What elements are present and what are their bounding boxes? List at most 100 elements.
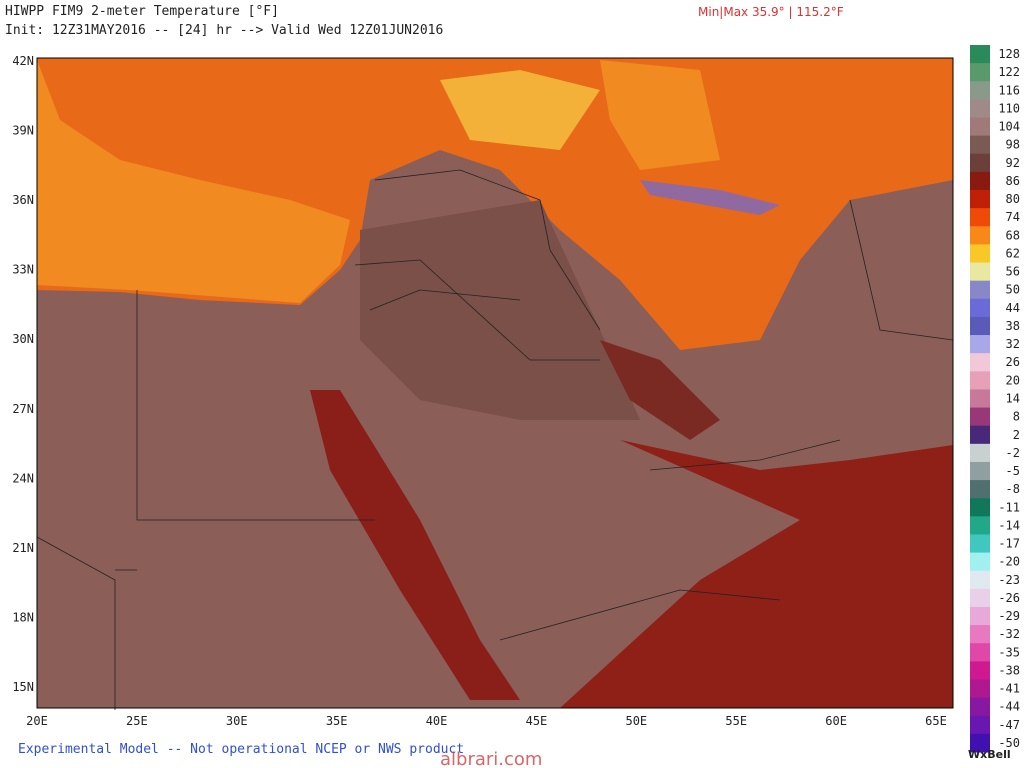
colorbar-segment [970, 81, 990, 100]
colorbar-segment [970, 570, 990, 590]
watermark: albrari.com [440, 749, 542, 768]
lon-label: 40E [426, 714, 448, 728]
desert-interior [360, 200, 640, 420]
colorbar-segment [970, 461, 990, 481]
colorbar-label: -41 [998, 682, 1020, 696]
colorbar-segment [970, 588, 990, 608]
colorbar-segment [970, 45, 990, 64]
colorbar-label: 8 [1013, 410, 1020, 424]
colorbar-label: -8 [1006, 482, 1020, 496]
colorbar-segment [970, 298, 990, 318]
colorbar-segment [970, 498, 990, 517]
colorbar: 128 122 116 110 104 98 92 86 80 74 68 62 56 50 44 38 32 2… [970, 45, 1020, 753]
colorbar-segment [970, 516, 990, 535]
colorbar-label: 2 [1013, 428, 1020, 442]
lon-label: 35E [326, 714, 348, 728]
colorbar-segment [970, 226, 990, 245]
colorbar-segment [970, 99, 990, 119]
colorbar-label: 68 [1006, 228, 1020, 242]
lon-label: 60E [825, 714, 847, 728]
colorbar-label: -14 [998, 518, 1020, 532]
mediterranean [37, 60, 350, 303]
colorbar-segment [970, 371, 990, 390]
lat-label: 30N [12, 332, 34, 346]
map-frame [36, 57, 954, 709]
init-line: Init: 12Z31MAY2016 -- [24] hr --> Valid … [5, 23, 443, 38]
colorbar-segment [970, 425, 990, 445]
colorbar-label: -29 [998, 609, 1020, 623]
colorbar-segment [970, 606, 990, 626]
colorbar-label: 110 [998, 101, 1020, 115]
colorbar-label: -35 [998, 645, 1020, 659]
colorbar-label: 32 [1006, 337, 1020, 351]
lon-label: 30E [226, 714, 248, 728]
min-max: Min|Max 35.9° | 115.2°F [698, 5, 844, 19]
anatolia-cool [440, 70, 600, 150]
lat-label: 24N [12, 471, 34, 485]
colorbar-segment [970, 733, 990, 753]
caspian [600, 60, 720, 170]
colorbar-segment [970, 117, 990, 137]
axis-labels: 42N 39N 36N 33N 30N 27N 24N 21N 18N 15N 20E 25E 30E 3… [12, 54, 947, 728]
colorbar-segment [970, 190, 990, 209]
colorbar-segment [970, 135, 990, 155]
colorbar-label: -26 [998, 591, 1020, 605]
colorbar-segment [970, 208, 990, 227]
colorbar-segment [970, 280, 990, 300]
colorbar-label: -50 [998, 736, 1020, 750]
colorbar-label: -32 [998, 627, 1020, 641]
colorbar-segment [970, 643, 990, 662]
colorbar-segment [970, 316, 990, 336]
red-sea [310, 390, 520, 700]
lat-label: 18N [12, 610, 34, 624]
colorbar-segment [970, 625, 990, 644]
colorbar-label: 104 [998, 120, 1020, 134]
lat-label: 27N [12, 402, 34, 416]
colorbar-segment [970, 171, 990, 191]
colorbar-label: 20 [1006, 373, 1020, 387]
map [36, 57, 954, 710]
colorbar-label: 26 [1006, 355, 1020, 369]
lat-label: 15N [12, 680, 34, 694]
lon-label: 55E [725, 714, 747, 728]
lon-label: 65E [925, 714, 947, 728]
colorbar-label: -38 [998, 663, 1020, 677]
lon-label: 25E [126, 714, 148, 728]
colorbar-segment [970, 244, 990, 264]
colorbar-segment [970, 534, 990, 554]
colorbar-label: -20 [998, 555, 1020, 569]
lat-label: 42N [12, 54, 34, 68]
elburz-cold [640, 180, 780, 215]
lat-label: 21N [12, 541, 34, 555]
colorbar-label: 80 [1006, 192, 1020, 206]
colorbar-segment [970, 262, 990, 282]
arabian-sea [560, 440, 953, 708]
colorbar-label: 86 [1006, 174, 1020, 188]
colorbar-label: 50 [1006, 283, 1020, 297]
colorbar-label: 98 [1006, 138, 1020, 152]
colorbar-segment [970, 407, 990, 427]
colorbar-label: 116 [998, 83, 1020, 97]
colorbar-segment [970, 661, 990, 680]
colorbar-label: -17 [998, 537, 1020, 551]
colorbar-segment [970, 443, 990, 463]
colorbar-label: 74 [1006, 210, 1020, 224]
borders [36, 169, 954, 710]
colorbar-segment [970, 63, 990, 82]
colorbar-segment [970, 679, 990, 699]
colorbar-segment [970, 715, 990, 735]
lat-label: 39N [12, 124, 34, 138]
colorbar-label: 44 [1006, 301, 1020, 315]
colorbar-label: -5 [1006, 464, 1020, 478]
colorbar-label: 14 [1006, 392, 1020, 406]
colorbar-segment [970, 389, 990, 409]
title: HIWPP FIM9 2-meter Temperature [°F] [5, 4, 279, 19]
persian-gulf [600, 340, 720, 440]
footer-note: Experimental Model -- Not operational NC… [18, 742, 464, 757]
colorbar-label: -47 [998, 718, 1020, 732]
colorbar-segment [970, 697, 990, 717]
colorbar-segment [970, 335, 990, 354]
lat-label: 36N [12, 193, 34, 207]
colorbar-label: -2 [1006, 446, 1020, 460]
colorbar-label: -44 [998, 700, 1020, 714]
